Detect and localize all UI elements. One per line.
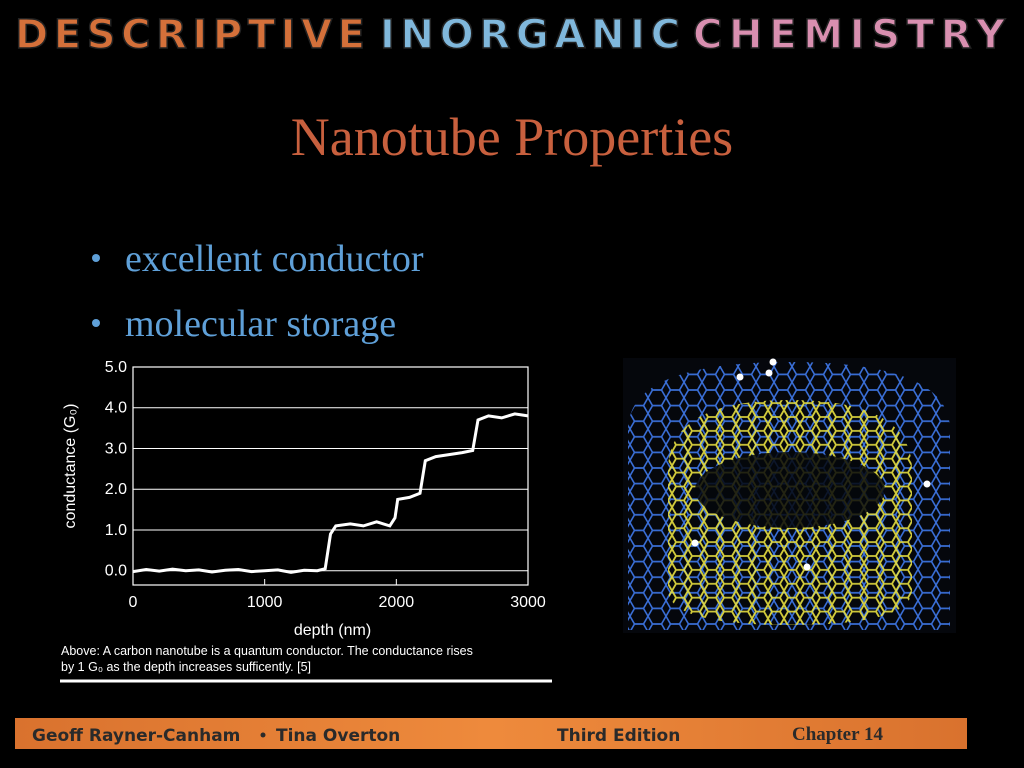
caption-line: by 1 G₀ as the depth increases sufficent… [61, 660, 311, 674]
x-tick-label: 2000 [379, 594, 415, 611]
bullet: molecular storage [125, 303, 396, 345]
bullet: excellent conductor [125, 238, 424, 280]
footer-bar [15, 718, 967, 749]
y-tick-label: 0.0 [105, 563, 127, 580]
y-axis-label: conductance (G₀) [62, 404, 79, 529]
header-word: INORGANIC [380, 12, 680, 58]
bullet-dot [92, 254, 100, 262]
header-word: DESCRIPTIVE [15, 12, 365, 58]
footer-separator [260, 732, 266, 738]
x-tick-label: 3000 [510, 594, 546, 611]
plot-frame [132, 366, 529, 586]
footer-author: Geoff Rayner-Canham [32, 726, 240, 746]
y-tick-label: 2.0 [105, 481, 127, 498]
slide-title: Nanotube Properties [291, 107, 733, 167]
nanotube-image [623, 358, 956, 633]
footer-author: Tina Overton [276, 726, 400, 746]
y-tick-label: 4.0 [105, 400, 127, 417]
x-tick-label: 1000 [247, 594, 283, 611]
footer-chapter: Chapter 14 [792, 724, 883, 745]
footer-edition: Third Edition [557, 726, 680, 746]
caption-line: Above: A carbon nanotube is a quantum co… [61, 644, 473, 658]
y-tick-label: 5.0 [105, 359, 127, 376]
bullet-dot [92, 319, 100, 327]
data-line [132, 412, 529, 574]
x-tick-label: 0 [129, 594, 138, 611]
y-tick-label: 1.0 [105, 522, 127, 539]
header-word: CHEMISTRY [693, 12, 1006, 58]
x-axis-label: depth (nm) [294, 622, 371, 639]
y-tick-label: 3.0 [105, 440, 127, 457]
